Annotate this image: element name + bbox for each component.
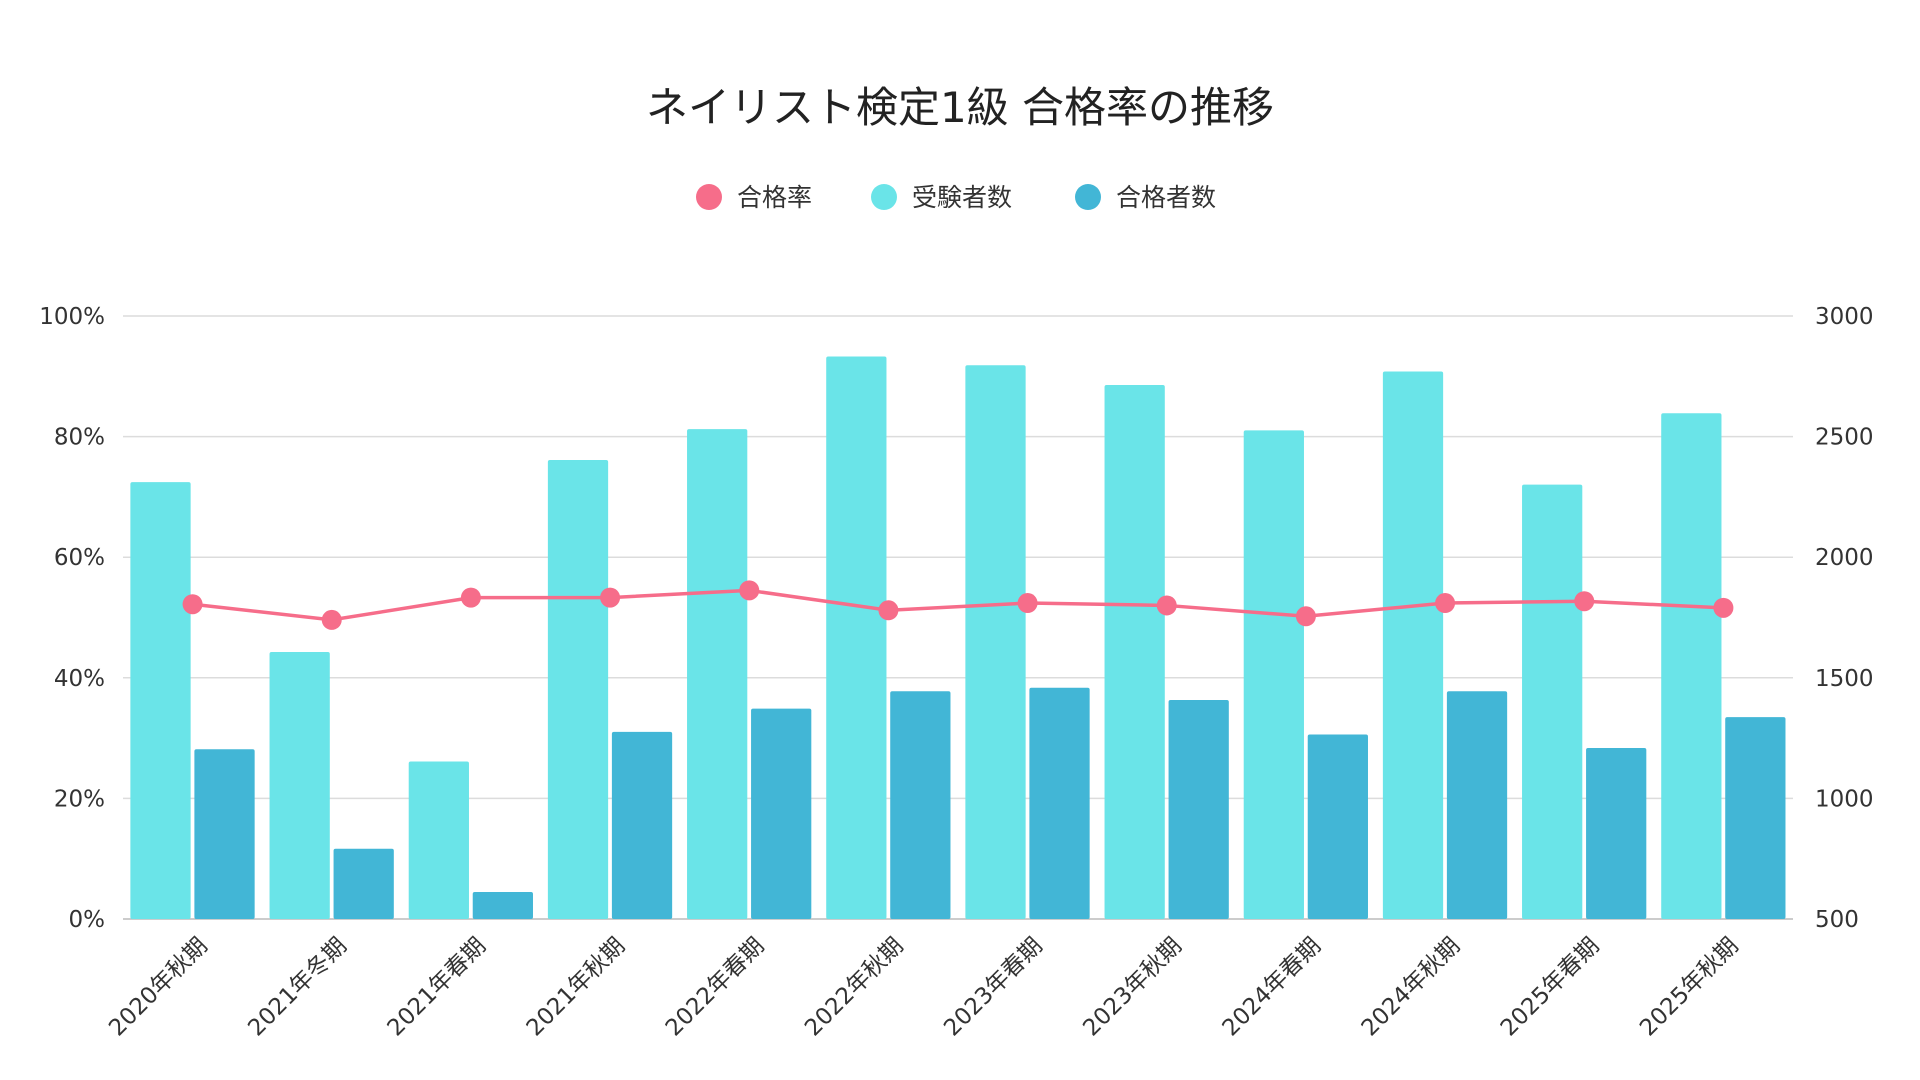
bar-passed: [890, 691, 951, 919]
y-right-tick-label: 3000: [1815, 304, 1874, 330]
y-left-tick-label: 100%: [39, 304, 105, 330]
bars: [130, 356, 1786, 920]
y-right-tick-label: 1000: [1815, 786, 1874, 812]
bar-candidates: [1661, 413, 1722, 919]
chart-title: ネイリスト検定1級 合格率の推移: [646, 83, 1274, 132]
x-tick-label: 2022年春期: [661, 933, 770, 1042]
y-left-tick-label: 60%: [54, 545, 105, 571]
x-tick-label: 2024年春期: [1218, 933, 1327, 1042]
pass-rate-point: [1574, 591, 1595, 612]
x-tick-label: 2025年秋期: [1635, 933, 1744, 1042]
legend-label: 合格者数: [1116, 183, 1216, 212]
bar-candidates: [965, 365, 1026, 919]
bar-passed: [1307, 734, 1368, 919]
bar-passed: [1168, 699, 1229, 919]
pass-rate-point: [182, 594, 203, 615]
legend-marker: [696, 184, 722, 210]
bar-passed: [1725, 717, 1786, 919]
bar-candidates: [1243, 430, 1304, 919]
bar-candidates: [1104, 384, 1165, 920]
y-left-tick-label: 80%: [54, 425, 105, 451]
bar-candidates: [269, 651, 330, 919]
x-tick-label: 2022年秋期: [800, 933, 909, 1042]
legend-marker: [871, 184, 897, 210]
bar-passed: [472, 891, 533, 919]
x-tick-label: 2021年冬期: [243, 933, 352, 1042]
bar-candidates: [547, 459, 609, 919]
x-tick-label: 2021年春期: [383, 933, 492, 1042]
pass-rate-point: [1435, 593, 1456, 614]
x-tick-label: 2025年春期: [1496, 933, 1605, 1042]
bar-candidates: [1522, 484, 1583, 919]
pass-rate-point: [460, 587, 481, 608]
pass-rate-point: [1713, 597, 1734, 618]
x-tick-label: 2021年秋期: [522, 933, 631, 1042]
pass-rate-point: [1156, 595, 1177, 616]
y-right-tick-label: 1500: [1815, 666, 1874, 692]
bar-candidates: [1382, 371, 1444, 919]
x-tick-label: 2023年秋期: [1078, 933, 1187, 1042]
bar-passed: [1586, 747, 1647, 919]
y-right-tick-label: 500: [1815, 907, 1859, 933]
x-tick-label: 2020年秋期: [104, 933, 213, 1042]
bar-passed: [1446, 691, 1508, 919]
bar-candidates: [408, 761, 469, 919]
y-left-tick-label: 40%: [54, 666, 105, 692]
bar-candidates: [826, 356, 887, 919]
y-right-tick-label: 2000: [1815, 545, 1874, 571]
bar-passed: [333, 848, 394, 919]
legend-marker: [1075, 184, 1101, 210]
y-left-tick-label: 0%: [69, 907, 106, 933]
pass-rate-point: [321, 609, 342, 630]
pass-rate-line: [192, 588, 1724, 622]
legend-label: 受験者数: [912, 183, 1012, 212]
bar-passed: [751, 708, 812, 919]
bar-passed: [194, 749, 255, 919]
x-tick-label: 2023年春期: [939, 933, 1048, 1042]
pass-rate-point: [1017, 593, 1038, 614]
y-right-tick-label: 2500: [1815, 425, 1874, 451]
pass-rate-point: [600, 587, 621, 608]
pass-rate-point: [878, 600, 899, 621]
x-tick-label: 2024年秋期: [1357, 933, 1466, 1042]
bar-passed: [611, 731, 673, 919]
bar-passed: [1029, 687, 1090, 919]
grid: [123, 315, 1793, 920]
bar-candidates: [687, 429, 748, 919]
legend: 合格率 受験者数 合格者数: [696, 183, 1216, 212]
pass-rate-point: [739, 580, 760, 601]
pass-rate-point: [1295, 606, 1316, 627]
line-series: [182, 580, 1734, 630]
legend-label: 合格率: [737, 183, 812, 212]
y-left-tick-label: 20%: [54, 786, 105, 812]
bar-candidates: [130, 482, 191, 919]
